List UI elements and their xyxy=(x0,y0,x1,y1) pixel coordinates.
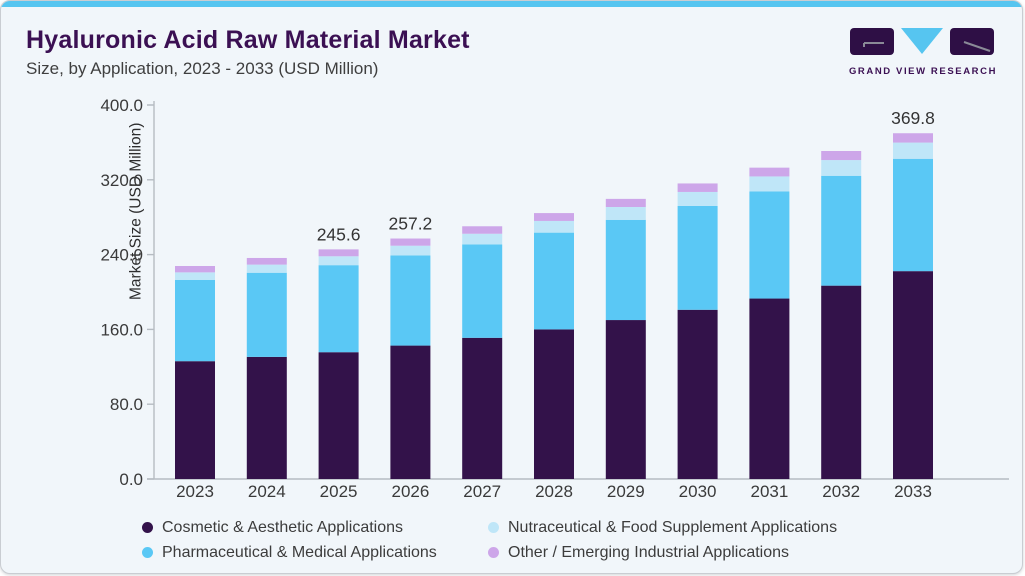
chart-legend: Cosmetic & Aesthetic Applications Nutrace… xyxy=(142,515,837,565)
bar-segment-2023-nutraceutical xyxy=(175,272,215,280)
legend-dot-pharmaceutical-icon xyxy=(142,547,153,558)
bar-segment-2025-other xyxy=(318,249,359,257)
legend-dot-nutraceutical-icon xyxy=(488,522,499,533)
bar-segment-2025-cosmetic xyxy=(318,352,359,479)
x-tick-label: 2031 xyxy=(750,482,788,501)
bar-segment-2029-other xyxy=(605,198,646,208)
bar-segment-2032-pharmaceutical xyxy=(821,175,862,286)
bar-segment-2030-pharmaceutical xyxy=(677,205,718,310)
bar-segment-2028-pharmaceutical xyxy=(534,232,574,330)
bar-segment-2030-other xyxy=(677,183,718,192)
x-tick-label: 2029 xyxy=(607,482,645,501)
x-tick-label: 2024 xyxy=(248,482,286,501)
bar-segment-2031-cosmetic xyxy=(749,298,790,479)
bar-segment-2026-nutraceutical xyxy=(390,245,431,256)
bar-total-label: 257.2 xyxy=(389,214,433,234)
bar-total-label: 245.6 xyxy=(317,224,361,244)
bar-segment-2028-cosmetic xyxy=(534,329,574,479)
bar-segment-2024-cosmetic xyxy=(246,356,287,479)
bar-segment-2033-pharmaceutical xyxy=(893,158,933,272)
bar-segment-2029-pharmaceutical xyxy=(605,219,646,321)
bar-segment-2024-nutraceutical xyxy=(246,264,287,273)
y-tick-label: 320.0 xyxy=(100,171,143,190)
page-title: Hyaluronic Acid Raw Material Market xyxy=(26,26,470,54)
bar-segment-2031-other xyxy=(749,167,790,177)
bar-segment-2033-other xyxy=(893,133,933,143)
bar-total-label: 369.8 xyxy=(891,108,935,128)
bar-segment-2033-nutraceutical xyxy=(893,142,933,159)
bar-segment-2032-other xyxy=(821,151,862,161)
bar-segment-2029-cosmetic xyxy=(605,320,646,479)
legend-label-nutraceutical: Nutraceutical & Food Supplement Applicat… xyxy=(508,518,838,536)
bar-segment-2023-other xyxy=(175,266,215,273)
bar-segment-2025-nutraceutical xyxy=(318,256,359,266)
x-tick-label: 2023 xyxy=(176,482,214,501)
y-tick-label: 240.0 xyxy=(100,246,143,265)
bar-segment-2028-other xyxy=(534,213,574,221)
bar-segment-2032-cosmetic xyxy=(821,285,862,479)
y-tick-label: 400.0 xyxy=(100,96,143,115)
legend-label-cosmetic: Cosmetic & Aesthetic Applications xyxy=(162,518,404,536)
legend-label-pharmaceutical: Pharmaceutical & Medical Applications xyxy=(162,543,437,561)
bar-segment-2026-cosmetic xyxy=(390,345,431,479)
x-tick-label: 2028 xyxy=(535,482,573,501)
y-tick-label: 160.0 xyxy=(100,320,143,339)
legend-item-nutraceutical: Nutraceutical & Food Supplement Applicat… xyxy=(488,515,837,540)
brand-name: GRAND VIEW RESEARCH xyxy=(848,66,998,77)
bar-segment-2030-nutraceutical xyxy=(677,191,718,206)
chart-header: Hyaluronic Acid Raw Material Market Size… xyxy=(26,25,470,79)
legend-label-other: Other / Emerging Industrial Applications xyxy=(508,543,790,561)
bar-segment-2032-nutraceutical xyxy=(821,160,862,176)
legend-dot-other-icon xyxy=(488,547,499,558)
x-tick-label: 2027 xyxy=(463,482,501,501)
x-tick-label: 2033 xyxy=(894,482,932,501)
bar-segment-2028-nutraceutical xyxy=(534,220,574,233)
bar-segment-2026-other xyxy=(390,238,431,246)
brand-logo: GRAND VIEW RESEARCH xyxy=(848,27,998,77)
accent-strip xyxy=(1,1,1022,7)
legend-item-other: Other / Emerging Industrial Applications xyxy=(488,540,837,565)
bar-segment-2033-cosmetic xyxy=(893,271,933,479)
bar-segment-2023-pharmaceutical xyxy=(175,279,215,362)
bar-segment-2027-nutraceutical xyxy=(462,233,503,245)
bar-segment-2024-pharmaceutical xyxy=(246,272,287,357)
bar-segment-2023-cosmetic xyxy=(175,361,215,479)
x-tick-label: 2026 xyxy=(391,482,429,501)
x-tick-label: 2032 xyxy=(822,482,860,501)
bar-segment-2029-nutraceutical xyxy=(605,207,646,220)
legend-dot-cosmetic-icon xyxy=(142,522,153,533)
bar-segment-2025-pharmaceutical xyxy=(318,265,359,353)
bar-segment-2031-nutraceutical xyxy=(749,176,790,192)
y-tick-label: 80.0 xyxy=(110,395,143,414)
page-subtitle: Size, by Application, 2023 - 2033 (USD M… xyxy=(26,59,379,78)
y-tick-label: 0.0 xyxy=(119,470,143,489)
bar-segment-2030-cosmetic xyxy=(677,309,718,479)
x-tick-label: 2025 xyxy=(320,482,358,501)
bar-segment-2027-pharmaceutical xyxy=(462,244,503,338)
stacked-bar-chart: 0.0 80.0 160.0 240.0 320.0 400.0 2023 2024 2025 2… xyxy=(100,96,1009,501)
x-tick-label: 2030 xyxy=(679,482,717,501)
bar-segment-2026-pharmaceutical xyxy=(390,255,431,346)
legend-item-pharmaceutical: Pharmaceutical & Medical Applications xyxy=(142,540,488,565)
bar-segment-2031-pharmaceutical xyxy=(749,191,790,299)
bar-segment-2027-cosmetic xyxy=(462,337,503,479)
legend-item-cosmetic: Cosmetic & Aesthetic Applications xyxy=(142,515,488,540)
bar-segment-2024-other xyxy=(246,257,287,265)
bar-segment-2027-other xyxy=(462,226,503,234)
brand-logo-icon xyxy=(850,28,994,55)
